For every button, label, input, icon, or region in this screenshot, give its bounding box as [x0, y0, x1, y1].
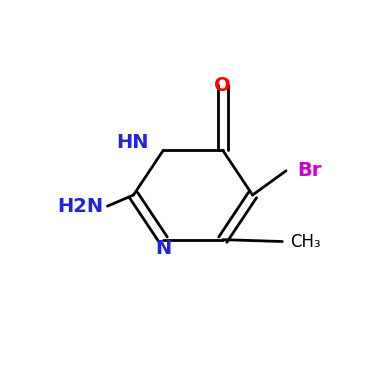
Text: HN: HN: [116, 133, 148, 152]
Text: O: O: [215, 76, 231, 95]
Text: CH₃: CH₃: [290, 232, 320, 250]
Text: Br: Br: [297, 161, 322, 180]
Text: H2N: H2N: [58, 197, 104, 216]
Text: N: N: [155, 239, 171, 259]
